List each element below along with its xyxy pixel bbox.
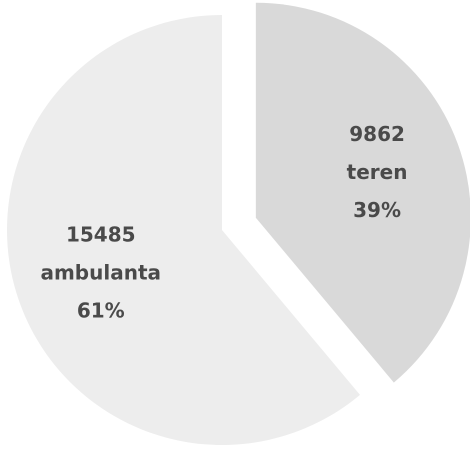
- pie-slice: [255, 2, 470, 383]
- data-label-value: 15485: [66, 223, 136, 247]
- data-label-percent: 39%: [353, 198, 401, 222]
- data-label-category: teren: [347, 160, 408, 184]
- pie-slice: [6, 15, 361, 445]
- data-label-category: ambulanta: [40, 261, 161, 285]
- data-label-percent: 61%: [77, 299, 125, 323]
- data-label-value: 9862: [349, 122, 405, 146]
